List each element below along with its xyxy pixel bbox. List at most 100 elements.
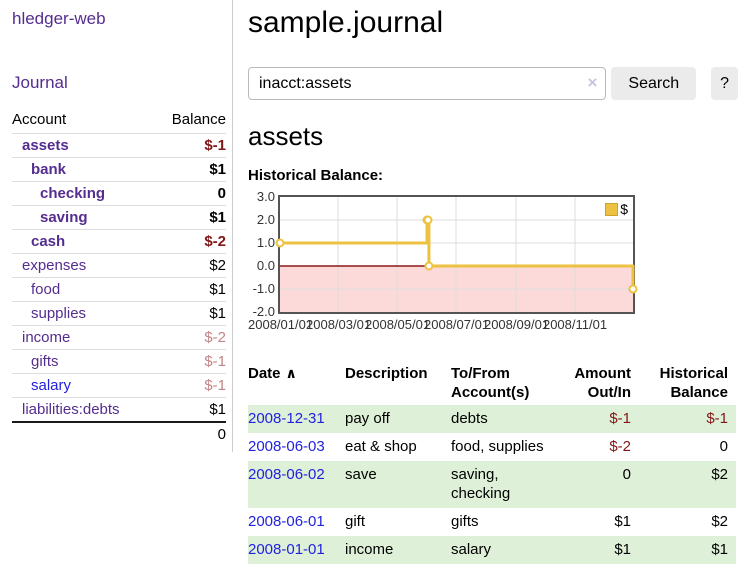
app-title-link[interactable]: hledger-web <box>12 9 106 28</box>
account-cell: supplies <box>12 301 155 326</box>
account-row: expenses $2 <box>12 253 226 278</box>
account-balance: $-1 <box>154 373 226 398</box>
accounts-total-row: 0 <box>12 421 226 446</box>
legend-label: $ <box>620 201 628 217</box>
register-balance-cell: $-1 <box>706 410 728 427</box>
account-cell: salary <box>12 373 155 398</box>
register-description-cell: eat & shop <box>345 438 417 455</box>
transaction-date-link[interactable]: 2008-06-02 <box>248 466 325 483</box>
transaction-date-link[interactable]: 2008-06-01 <box>248 513 325 530</box>
register-column-header[interactable]: Description <box>345 361 451 405</box>
register-accounts-cell: gifts <box>451 513 479 530</box>
register-header-row: Date ∧ Description To/From Account(s) Amount… <box>248 361 736 405</box>
register-column-label: Description <box>345 365 428 382</box>
y-tick-label: 0.0 <box>256 258 275 273</box>
chart-y-axis: 3.0 2.0 1.0 0.0 -1.0 -2.0 <box>248 190 275 319</box>
account-cell: income <box>12 325 155 350</box>
historical-balance-chart: 3.0 2.0 1.0 0.0 -1.0 -2.0 $ 2008/01/01 2008/03… <box>248 190 738 336</box>
sidebar-item-journal[interactable]: Journal <box>12 73 68 92</box>
account-balance: $1 <box>154 157 226 182</box>
transaction-date-link[interactable]: 2008-01-01 <box>248 541 325 558</box>
chart-plot-svg <box>275 197 638 312</box>
x-tick-label: 2008/01/01 <box>248 317 314 332</box>
account-cell: assets <box>12 133 155 158</box>
account-balance: $1 <box>154 397 226 422</box>
x-tick-label: 2008/05/01 <box>365 317 431 332</box>
search-button[interactable]: Search <box>611 67 697 100</box>
register-description-cell: pay off <box>345 410 390 427</box>
y-tick-label: 1.0 <box>256 235 275 250</box>
account-balance: $-2 <box>154 229 226 254</box>
main-content: sample.journal × Search ? assets Histori… <box>233 0 742 564</box>
register-description-cell: save <box>345 466 377 483</box>
register-column-header[interactable]: Historical Balance <box>639 361 736 405</box>
accounts-total-spacer <box>12 421 155 446</box>
chart-x-axis: 2008/01/01 2008/03/01 2008/05/01 2008/07/01… <box>248 317 728 333</box>
sidebar-account-link[interactable]: liabilities:debts <box>22 401 120 418</box>
register-table: Date ∧ Description To/From Account(s) Amount… <box>248 361 736 564</box>
page-title: sample.journal <box>248 6 444 39</box>
sidebar-account-link[interactable]: food <box>31 281 61 298</box>
chart-legend: $ <box>605 201 628 217</box>
account-heading: assets <box>248 121 324 151</box>
search-input[interactable] <box>248 67 607 100</box>
register-accounts-cell: debts <box>451 410 488 427</box>
register-date-cell: 2008-06-02 <box>248 461 345 508</box>
sidebar-account-link[interactable]: salary <box>31 377 72 394</box>
account-row: bank $1 <box>12 157 226 182</box>
register-balance-cell: 0 <box>719 438 728 455</box>
register-row: 2008-12-31 pay off debts $-1 $-1 <box>248 405 736 433</box>
transaction-date-link[interactable]: 2008-12-31 <box>248 410 325 427</box>
register-column-header[interactable]: Date ∧ <box>248 361 345 405</box>
register-balance-cell: $2 <box>711 466 728 483</box>
register-amount-cell: $-1 <box>609 410 631 427</box>
sidebar-account-link[interactable]: bank <box>31 161 67 178</box>
clear-search-icon[interactable]: × <box>587 73 598 92</box>
register-description-cell: income <box>345 541 394 558</box>
account-row: cash $-2 <box>12 229 226 254</box>
chart-title: Historical Balance: <box>248 167 384 184</box>
register-amount-cell: $1 <box>614 541 631 558</box>
x-tick-label: 2008/07/01 <box>424 317 490 332</box>
account-cell: bank <box>12 157 155 182</box>
register-row: 2008-06-01 gift gifts $1 $2 <box>248 508 736 536</box>
register-date-cell: 2008-06-01 <box>248 508 345 536</box>
register-column-header[interactable]: To/From Account(s) <box>451 361 559 405</box>
search-box: × <box>248 67 607 100</box>
transaction-date-link[interactable]: 2008-06-03 <box>248 438 325 455</box>
sidebar-account-link[interactable]: supplies <box>31 305 87 322</box>
register-accounts-cell: saving, checking <box>451 466 511 502</box>
sidebar-account-link[interactable]: expenses <box>22 257 87 274</box>
sidebar-account-link[interactable]: checking <box>40 185 106 202</box>
register-row: 2008-06-03 eat & shop food, supplies $-2 0 <box>248 433 736 461</box>
register-date-cell: 2008-06-03 <box>248 433 345 461</box>
sidebar-account-link[interactable]: saving <box>40 209 88 226</box>
y-tick-label: 2.0 <box>256 212 275 227</box>
account-cell: checking <box>12 181 155 206</box>
account-row: supplies $1 <box>12 301 226 326</box>
register-column-label: Date <box>248 365 281 382</box>
account-row: checking 0 <box>12 181 226 206</box>
register-column-label: To/From Account(s) <box>451 365 530 401</box>
sidebar-account-link[interactable]: assets <box>22 137 69 154</box>
y-tick-label: -1.0 <box>252 281 275 296</box>
sidebar-account-link[interactable]: gifts <box>31 353 59 370</box>
account-balance: $-1 <box>154 133 226 158</box>
register-row: 2008-06-02 save saving, checking 0 $2 <box>248 461 736 508</box>
x-tick-label: 2008/11/01 <box>542 317 608 332</box>
register-amount-cell: $1 <box>614 513 631 530</box>
account-balance: $-2 <box>154 325 226 350</box>
legend-swatch-icon <box>605 202 619 216</box>
account-cell: cash <box>12 229 155 254</box>
register-column-header[interactable]: Amount Out/In <box>559 361 639 405</box>
help-button[interactable]: ? <box>711 67 738 100</box>
register-amount-cell: $-2 <box>609 438 631 455</box>
x-tick-label: 2008/09/01 <box>483 317 550 332</box>
sidebar-account-link[interactable]: cash <box>31 233 66 250</box>
sidebar-account-link[interactable]: income <box>22 329 71 346</box>
register-accounts-cell: salary <box>451 541 492 558</box>
y-tick-label: -2.0 <box>252 304 275 319</box>
register-balance-cell: $1 <box>711 541 728 558</box>
account-row: assets $-1 <box>12 133 226 158</box>
register-column-label: Amount Out/In <box>574 365 631 401</box>
